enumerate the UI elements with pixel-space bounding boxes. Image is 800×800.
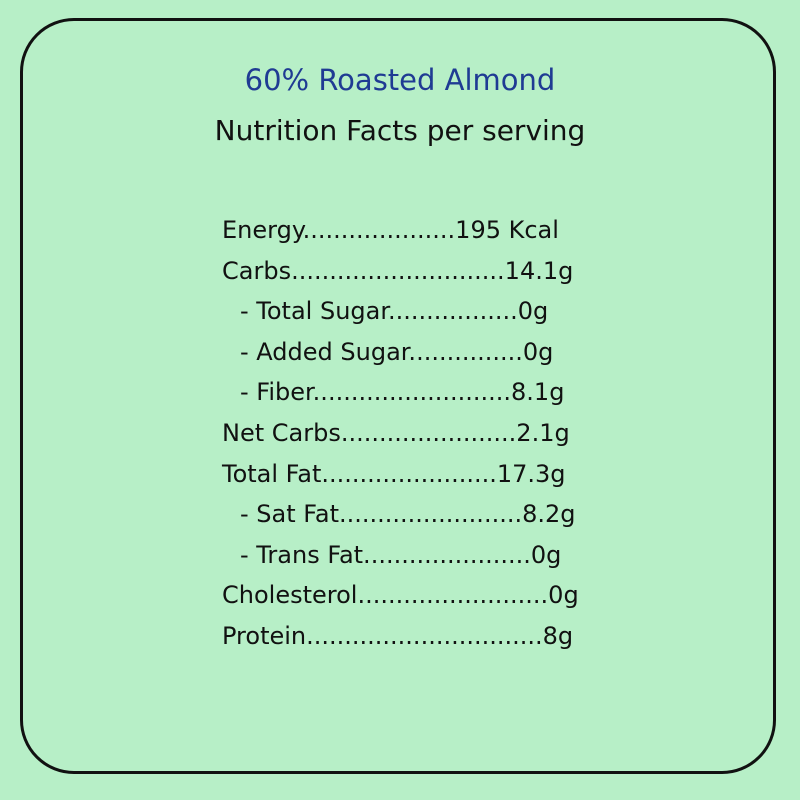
nutrient-row-sat-fat: - Sat Fat........................8.2g [240,500,576,529]
nutrient-row-total-fat: Total Fat.......................17.3g [222,459,566,488]
nutrient-list: Energy....................195 Kcal Carbs… [222,210,579,657]
nutrition-facts-subtitle: Nutrition Facts per serving [214,114,586,147]
nutrient-row-total-sugar: - Total Sugar.................0g [240,297,549,326]
nutrient-row-net-carbs: Net Carbs.......................2.1g [222,418,570,447]
nutrient-row-protein: Protein...............................8g [222,621,574,650]
product-title: 60% Roasted Almond [244,63,556,97]
nutrient-row-carbs: Carbs............................14.1g [222,256,574,285]
nutrient-row-trans-fat: - Trans Fat......................0g [240,540,562,569]
nutrient-row-added-sugar: - Added Sugar...............0g [240,337,554,366]
nutrient-row-energy: Energy....................195 Kcal [222,216,559,244]
nutrition-card [20,18,776,774]
nutrient-row-cholesterol: Cholesterol.........................0g [222,581,579,610]
nutrient-row-fiber: - Fiber..........................8.1g [240,378,565,407]
